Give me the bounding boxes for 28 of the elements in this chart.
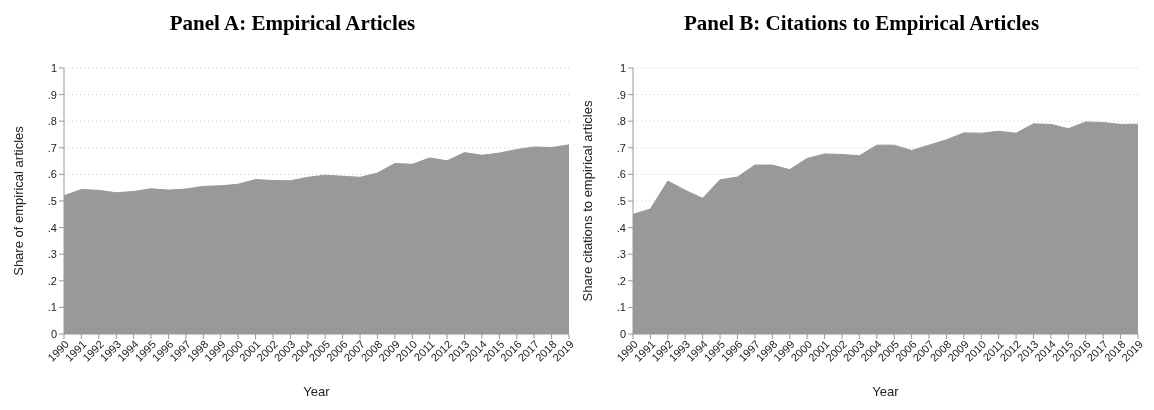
y-tick-label: .5 — [616, 195, 626, 207]
y-tick-label: .6 — [47, 168, 57, 181]
y-tick-label: .7 — [616, 141, 626, 154]
y-tick-label: .2 — [47, 274, 57, 287]
y-tick-label: 0 — [619, 328, 626, 340]
y-axis-title: Share citations to empirical articles — [579, 100, 595, 302]
y-axis-title: Share of empirical articles — [10, 125, 26, 276]
y-tick-label: .8 — [616, 115, 626, 128]
chart-title: Panel A: Empirical Articles — [168, 10, 417, 37]
y-tick-label: .1 — [616, 301, 626, 314]
y-tick-label: .2 — [616, 274, 626, 287]
y-tick-label: .5 — [47, 195, 57, 207]
y-tick-label: .3 — [616, 248, 626, 261]
chart-title: Panel B: Citations to Empirical Articles — [682, 10, 1041, 37]
y-tick-label: .9 — [616, 88, 626, 101]
y-tick-label: 0 — [50, 328, 57, 340]
x-axis-title: Year — [303, 384, 331, 399]
y-tick-label: 1 — [619, 62, 626, 74]
y-tick-label: .9 — [47, 88, 57, 101]
y-tick-label: .4 — [47, 221, 57, 234]
y-tick-label: .7 — [47, 141, 57, 154]
y-tick-label: 1 — [50, 62, 57, 74]
y-tick-label: .8 — [47, 115, 57, 128]
y-tick-label: .1 — [47, 301, 57, 314]
y-tick-label: .3 — [47, 248, 57, 261]
y-tick-label: .4 — [616, 221, 626, 234]
y-tick-label: .6 — [616, 168, 626, 181]
x-axis-title: Year — [872, 384, 900, 399]
